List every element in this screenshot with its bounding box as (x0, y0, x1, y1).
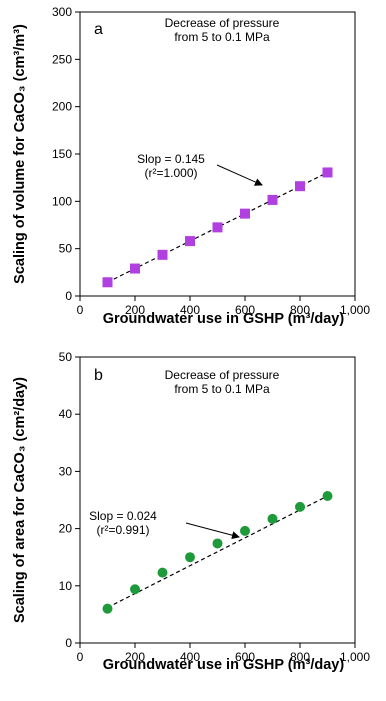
panel-b-data-point (102, 603, 113, 614)
panel-b-trendline (107, 495, 328, 609)
panel-a-x-tick-label: 200 (125, 303, 145, 317)
panel-a-y-tick-label: 150 (52, 147, 72, 161)
panel-a-data-point (267, 194, 278, 205)
panel-a-plot-frame (79, 11, 356, 297)
panel-b-y-tick-label: 40 (59, 407, 73, 421)
panel-b-x-tick-label: 200 (125, 650, 145, 664)
panel-b-note-line: from 5 to 0.1 MPa (174, 382, 270, 396)
panel-b-x-tick-label: 1,000 (340, 650, 370, 664)
panel-b-data-point (130, 584, 140, 595)
panel-b-data-point (322, 490, 333, 501)
panel-b-annotation-arrow (185, 522, 240, 540)
panel-a-panel-letter: a (94, 21, 103, 38)
panel-a-y-tick-label: 0 (65, 289, 72, 303)
panel-b-annotation-line: (r²=0.991) (96, 523, 149, 537)
panel-a-data-point (102, 277, 113, 288)
panel-b-x-tick-label: 0 (77, 650, 84, 664)
panel-a-x-tick-label: 400 (180, 303, 200, 317)
panel-a-y-axis-title: Scaling of volume for CaCO₃ (cm³/m³) (12, 24, 28, 284)
panel-a-x-tick-label: 600 (235, 303, 255, 317)
panel-a-annotation-line: Slop = 0.145 (137, 152, 205, 166)
panel-a-data-point (240, 208, 250, 219)
panel-b-panel-letter: b (94, 367, 103, 384)
panel-b-y-axis-title: Scaling of area for CaCO₃ (cm²/day) (12, 377, 28, 623)
panel-b-data-point (240, 525, 250, 536)
panel-b-x-tick-label: 800 (290, 650, 310, 664)
panel-a-data-point (212, 222, 223, 233)
panel-a-annotation-arrow (216, 164, 263, 186)
panel-b-data-point (267, 513, 278, 524)
panel-b-note-line: Decrease of pressure (165, 368, 280, 382)
panel-a-y-tick-label: 300 (52, 5, 72, 19)
panel-a-annotation-line: (r²=1.000) (144, 166, 197, 180)
panel-b-data-point (212, 538, 223, 549)
panel-b-y-tick-label: 0 (65, 636, 72, 650)
panel-a-note-line: Decrease of pressure (165, 16, 280, 30)
panel-a-data-point (157, 249, 168, 260)
panel-b-data-point (157, 567, 168, 578)
panel-a-note-line: from 5 to 0.1 MPa (174, 30, 270, 44)
panel-a-x-tick-label: 1,000 (340, 303, 370, 317)
panel-b-x-tick-label: 600 (235, 650, 255, 664)
panel-a-y-tick-label: 100 (52, 194, 72, 208)
panel-a-data-point (295, 181, 305, 192)
panel-a-group: 0 200 400 600 800 1,000 0 50 100 150 200 250 300 Grou… (12, 5, 370, 327)
panel-b-annotation-line: Slop = 0.024 (89, 509, 157, 523)
panel-a-data-point (185, 236, 195, 247)
panel-b-y-tick-label: 20 (59, 522, 73, 536)
panel-b-y-tick-label: 50 (59, 350, 73, 364)
panel-b-group: 0 200 400 600 800 1,000 0 10 20 30 40 50 Groundwater… (12, 350, 370, 673)
panel-b-data-point (185, 552, 195, 563)
panel-a-x-tick-label: 800 (290, 303, 310, 317)
panel-b-data-point (295, 501, 305, 512)
panel-b-plot-frame (79, 356, 356, 644)
panel-a-data-point (322, 167, 333, 178)
panel-a-y-tick-label: 200 (52, 100, 72, 114)
panel-b-x-axis-title: Groundwater use in GSHP (m³/day) (103, 657, 345, 673)
panel-b-x-tick-label: 400 (180, 650, 200, 664)
panel-b-y-tick-label: 30 (59, 464, 73, 478)
panel-a-x-tick-label: 0 (77, 303, 84, 317)
panel-a-y-tick-label: 50 (59, 242, 73, 256)
panel-a-y-tick-label: 250 (52, 52, 72, 66)
panel-a-x-axis-title: Groundwater use in GSHP (m³/day) (103, 311, 345, 327)
panel-a-data-point (130, 263, 140, 274)
panel-b-y-tick-label: 10 (59, 579, 73, 593)
